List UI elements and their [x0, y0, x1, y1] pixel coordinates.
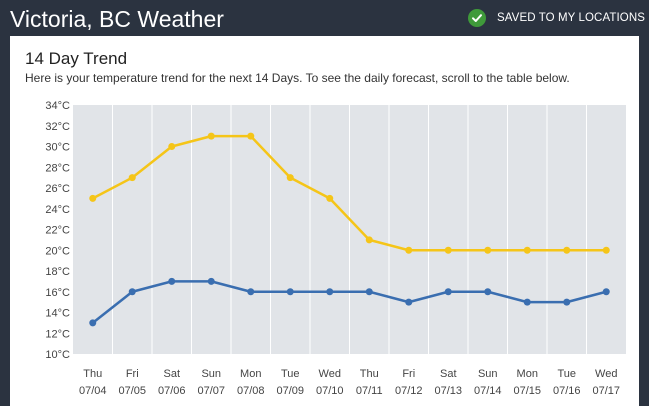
data-point-low [563, 298, 571, 306]
data-point-high [286, 174, 294, 182]
data-point-high [523, 246, 531, 254]
x-tick-date: 07/12 [395, 385, 423, 397]
y-tick-label: 16°C [45, 287, 70, 299]
x-tick-day: Tue [557, 368, 576, 380]
x-tick-date: 07/15 [513, 385, 541, 397]
x-tick-date: 07/16 [553, 385, 581, 397]
y-tick-label: 18°C [45, 266, 70, 278]
trend-description: Here is your temperature trend for the n… [25, 71, 570, 85]
x-tick-date: 07/14 [474, 385, 502, 397]
x-tick-day: Fri [126, 368, 139, 380]
x-tick-day: Tue [281, 368, 300, 380]
y-tick-label: 32°C [45, 121, 70, 133]
series-line-high [92, 134, 607, 252]
data-point-low [405, 298, 413, 306]
data-point-high [128, 174, 136, 182]
data-point-high [444, 246, 452, 254]
x-tick-date: 07/17 [592, 385, 620, 397]
x-tick-date: 07/06 [158, 385, 186, 397]
data-point-low [89, 319, 97, 327]
x-tick-day: Wed [595, 368, 617, 380]
data-point-low [602, 288, 610, 296]
x-tick-day: Thu [83, 368, 102, 380]
x-tick-day: Sun [478, 368, 498, 380]
data-point-high [563, 246, 571, 254]
top-bar: Victoria, BC Weather SAVED TO MY LOCATIO… [0, 0, 649, 36]
data-point-low [326, 288, 334, 296]
data-point-low [207, 277, 215, 285]
x-tick-day: Wed [319, 368, 341, 380]
data-point-low [484, 288, 492, 296]
x-tick-date: 07/07 [197, 385, 225, 397]
x-tick-day: Sat [440, 368, 457, 380]
data-point-low [168, 277, 176, 285]
y-tick-label: 22°C [45, 225, 70, 237]
data-point-high [365, 236, 373, 244]
y-tick-label: 14°C [45, 308, 70, 320]
saved-label: SAVED TO MY LOCATIONS [497, 12, 646, 24]
data-point-low [444, 288, 452, 296]
x-tick-date: 07/10 [316, 385, 344, 397]
trend-panel: 14 Day Trend Here is your temperature tr… [10, 36, 639, 406]
data-point-low [365, 288, 373, 296]
y-tick-label: 20°C [45, 245, 70, 257]
data-point-high [247, 132, 255, 140]
x-tick-date: 07/11 [356, 385, 383, 397]
data-point-high [484, 246, 492, 254]
x-tick-day: Sat [163, 368, 180, 380]
temperature-trend-chart: 34°C 32°C 30°C 28°C 26°C 24°C 22°C 20°C 18°C 16°C… [45, 100, 626, 397]
x-tick-day: Mon [240, 368, 261, 380]
data-point-high [405, 246, 413, 254]
x-tick-date: 07/04 [79, 385, 107, 397]
y-tick-label: 28°C [45, 162, 70, 174]
data-point-low [128, 288, 136, 296]
saved-to-my-locations[interactable]: SAVED TO MY LOCATIONS [468, 8, 645, 28]
page-title: Victoria, BC Weather [10, 6, 224, 32]
data-point-high [89, 194, 97, 202]
x-tick-date: 07/05 [118, 385, 146, 397]
data-point-high [326, 194, 334, 202]
y-tick-label: 26°C [45, 183, 70, 195]
y-tick-label: 10°C [45, 349, 70, 361]
x-tick-date: 07/09 [276, 385, 304, 397]
data-point-high [602, 246, 610, 254]
x-tick-date: 07/13 [434, 385, 462, 397]
y-tick-label: 24°C [45, 204, 70, 216]
series-line-low [91, 280, 607, 324]
y-tick-label: 12°C [45, 328, 70, 340]
data-point-low [247, 288, 255, 296]
trend-title: 14 Day Trend [25, 49, 128, 68]
x-tick-date: 07/08 [237, 385, 265, 397]
data-point-low [523, 298, 531, 306]
y-tick-label: 34°C [45, 100, 70, 112]
data-point-high [207, 132, 215, 140]
x-tick-day: Fri [402, 368, 415, 380]
x-tick-day: Mon [517, 368, 538, 380]
y-tick-label: 30°C [45, 142, 70, 154]
x-tick-day: Sun [201, 368, 221, 380]
data-point-low [286, 288, 294, 296]
x-tick-day: Thu [360, 368, 379, 380]
check-circle-icon [468, 9, 486, 27]
data-point-high [168, 143, 176, 150]
